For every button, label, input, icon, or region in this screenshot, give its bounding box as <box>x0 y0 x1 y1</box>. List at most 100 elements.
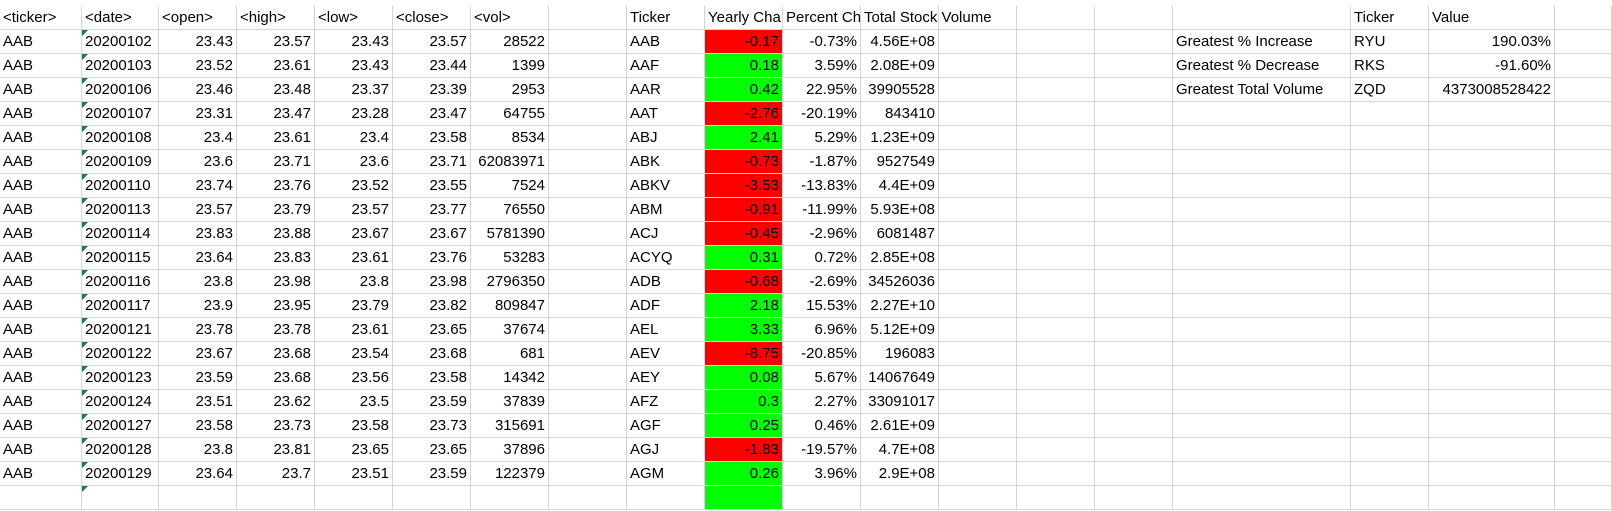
empty-cell[interactable] <box>1173 342 1351 366</box>
empty-cell[interactable] <box>1173 270 1351 294</box>
low-cell[interactable]: 23.37 <box>315 78 393 102</box>
close-cell[interactable]: 23.39 <box>393 78 471 102</box>
empty-cell[interactable] <box>1095 54 1173 78</box>
empty-cell[interactable] <box>1095 246 1173 270</box>
ticker-cell[interactable]: AAB <box>0 438 82 462</box>
empty-cell[interactable] <box>1017 462 1095 486</box>
vol-cell[interactable]: 28522 <box>471 30 549 54</box>
empty-cell[interactable] <box>939 150 1017 174</box>
empty-cell[interactable] <box>1017 294 1095 318</box>
high-cell[interactable]: 23.79 <box>237 198 315 222</box>
summary-ticker-cell[interactable]: AGF <box>627 414 705 438</box>
greatest-label-cell[interactable]: Greatest % Decrease <box>1173 54 1351 78</box>
empty-cell[interactable] <box>1095 270 1173 294</box>
empty-cell[interactable] <box>1095 414 1173 438</box>
open-cell[interactable]: 23.64 <box>159 246 237 270</box>
empty-cell[interactable] <box>549 246 627 270</box>
empty-cell[interactable] <box>1555 438 1612 462</box>
empty-cell[interactable] <box>549 174 627 198</box>
empty-cell[interactable] <box>1095 486 1173 510</box>
high-cell[interactable]: 23.68 <box>237 366 315 390</box>
percent-change-cell[interactable]: 2.27% <box>783 390 861 414</box>
open-cell[interactable]: 23.52 <box>159 54 237 78</box>
empty-cell[interactable] <box>1555 366 1612 390</box>
ticker-cell[interactable]: AAB <box>0 222 82 246</box>
date-cell[interactable]: 20200107 <box>82 102 159 126</box>
empty-cell[interactable] <box>1095 174 1173 198</box>
low-cell[interactable]: 23.56 <box>315 366 393 390</box>
empty-cell[interactable] <box>1429 150 1555 174</box>
empty-cell[interactable] <box>549 270 627 294</box>
empty-cell[interactable] <box>1555 342 1612 366</box>
total-volume-cell[interactable]: 843410 <box>861 102 939 126</box>
empty-cell[interactable] <box>1173 486 1351 510</box>
high-cell[interactable]: 23.61 <box>237 54 315 78</box>
empty-cell[interactable] <box>1017 246 1095 270</box>
empty-cell[interactable] <box>1017 150 1095 174</box>
yearly-change-cell[interactable]: 3.33 <box>705 318 783 342</box>
yearly-change-cell[interactable]: 0.08 <box>705 366 783 390</box>
yearly-change-cell[interactable]: -0.91 <box>705 198 783 222</box>
empty-cell[interactable] <box>1555 270 1612 294</box>
ticker-cell[interactable]: AAB <box>0 366 82 390</box>
total-volume-cell[interactable]: 4.56E+08 <box>861 30 939 54</box>
vol-cell[interactable]: 37839 <box>471 390 549 414</box>
ticker-cell[interactable]: AAB <box>0 174 82 198</box>
date-cell[interactable]: 20200128 <box>82 438 159 462</box>
low-cell[interactable]: 23.79 <box>315 294 393 318</box>
total-volume-cell[interactable]: 196083 <box>861 342 939 366</box>
summary-ticker-cell[interactable]: AFZ <box>627 390 705 414</box>
summary-ticker-cell[interactable]: ADB <box>627 270 705 294</box>
close-cell[interactable]: 23.44 <box>393 54 471 78</box>
close-cell[interactable]: 23.58 <box>393 126 471 150</box>
total-volume-cell[interactable]: 5.93E+08 <box>861 198 939 222</box>
close-cell[interactable]: 23.67 <box>393 222 471 246</box>
greatest-value-cell[interactable]: 4373008528422 <box>1429 78 1555 102</box>
yearly-change-cell[interactable]: -8.75 <box>705 342 783 366</box>
vol-cell[interactable]: 7524 <box>471 174 549 198</box>
percent-change-cell[interactable]: -11.99% <box>783 198 861 222</box>
empty-cell[interactable] <box>939 486 1017 510</box>
total-volume-cell[interactable]: 2.61E+09 <box>861 414 939 438</box>
empty-cell[interactable] <box>1017 342 1095 366</box>
date-cell[interactable]: 20200116 <box>82 270 159 294</box>
yearly-change-cell[interactable]: 0.42 <box>705 78 783 102</box>
empty-cell[interactable] <box>549 390 627 414</box>
summary-ticker-cell[interactable]: AGJ <box>627 438 705 462</box>
empty-cell[interactable] <box>1173 366 1351 390</box>
empty-cell[interactable] <box>1555 198 1612 222</box>
ticker-cell[interactable]: AAB <box>0 78 82 102</box>
ticker-cell[interactable]: AAB <box>0 54 82 78</box>
empty-cell[interactable] <box>1017 126 1095 150</box>
percent-change-cell[interactable]: -2.96% <box>783 222 861 246</box>
total-volume-cell[interactable]: 1.23E+09 <box>861 126 939 150</box>
vol-cell[interactable]: 14342 <box>471 366 549 390</box>
empty-cell[interactable] <box>1017 222 1095 246</box>
open-cell[interactable]: 23.4 <box>159 126 237 150</box>
empty-cell[interactable] <box>939 222 1017 246</box>
empty-cell[interactable] <box>1351 318 1429 342</box>
date-cell[interactable]: 20200102 <box>82 30 159 54</box>
empty-cell[interactable] <box>1017 390 1095 414</box>
summary-ticker-cell[interactable]: ACJ <box>627 222 705 246</box>
empty-cell[interactable] <box>1095 438 1173 462</box>
summary-ticker-cell[interactable]: AAB <box>627 30 705 54</box>
empty-cell[interactable] <box>1095 102 1173 126</box>
empty-cell[interactable] <box>705 486 783 510</box>
summary-ticker-cell[interactable]: AAF <box>627 54 705 78</box>
empty-cell[interactable] <box>939 102 1017 126</box>
empty-cell[interactable] <box>1555 318 1612 342</box>
high-cell[interactable]: 23.95 <box>237 294 315 318</box>
empty-cell[interactable] <box>1429 342 1555 366</box>
empty-cell[interactable] <box>1017 54 1095 78</box>
empty-cell[interactable] <box>549 486 627 510</box>
ticker-cell[interactable]: AAB <box>0 30 82 54</box>
header-total-stock-volume[interactable]: Total Stock Volume <box>861 6 939 30</box>
empty-cell[interactable] <box>1351 270 1429 294</box>
open-cell[interactable]: 23.9 <box>159 294 237 318</box>
empty-cell[interactable] <box>1429 294 1555 318</box>
percent-change-cell[interactable]: 3.96% <box>783 462 861 486</box>
empty-cell[interactable] <box>1017 174 1095 198</box>
ticker-cell[interactable]: AAB <box>0 342 82 366</box>
close-cell[interactable]: 23.59 <box>393 390 471 414</box>
